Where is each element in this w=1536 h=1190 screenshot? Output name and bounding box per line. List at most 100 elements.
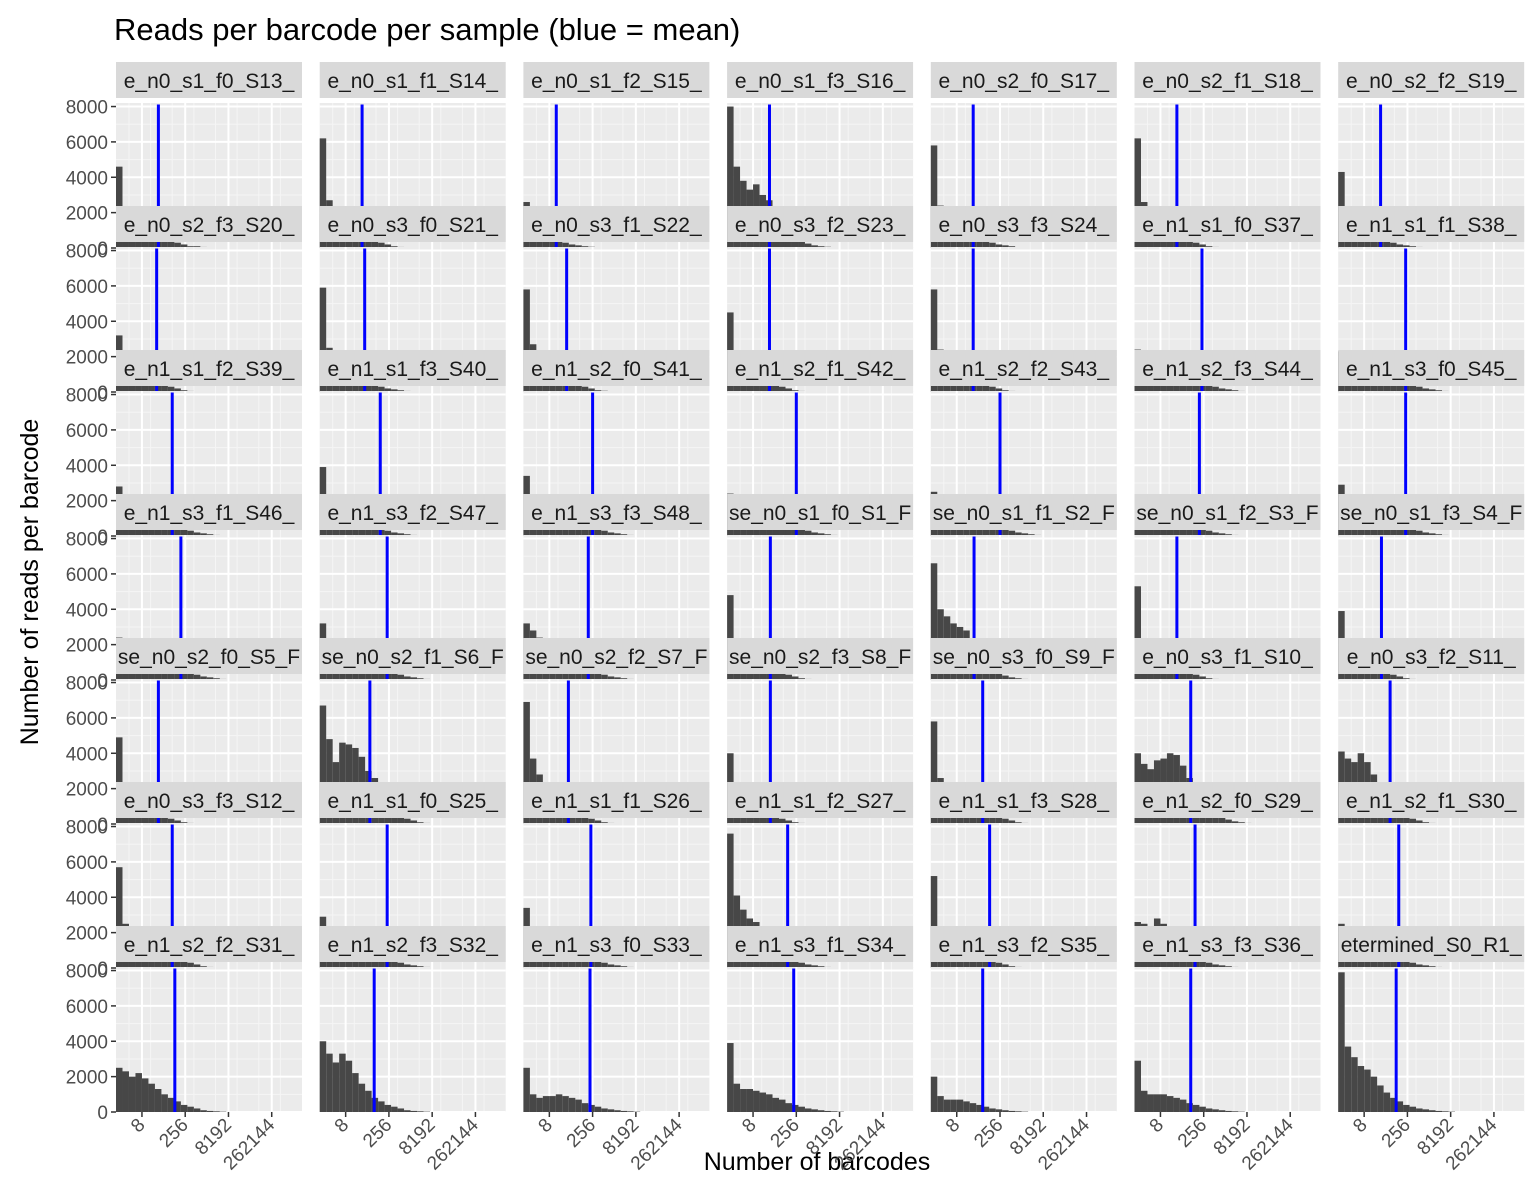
histogram-bar [1416,1108,1423,1112]
histogram-bar [1396,244,1404,248]
histogram-bar [410,1110,418,1112]
histogram-bar [1218,533,1226,536]
y-tick-label: 6000 [66,997,108,1018]
facet-strip [1134,206,1321,242]
histogram-bar [378,1101,385,1112]
histogram-bar [141,1078,149,1112]
histogram-bar [581,816,589,824]
histogram-bar [1160,1094,1167,1112]
histogram-bar [1212,386,1219,392]
histogram-bar [811,965,818,968]
histogram-bar [1199,676,1206,680]
histogram-bar [1199,960,1206,968]
facet-strip-label: e_n0_s1_f3_S16_ [735,70,906,93]
histogram-bar [982,239,990,248]
facet-strip [930,494,1117,530]
facet-strip [319,926,506,962]
histogram-bar [930,289,938,392]
chart-title: Reads per barcode per sample (blue = mea… [114,12,740,47]
histogram-bar [417,1111,424,1112]
histogram-bar [1435,1110,1443,1112]
histogram-bar [167,386,175,392]
facet-strip [523,350,710,386]
histogram-bar [116,867,123,968]
histogram-bar [1179,1099,1187,1112]
y-tick-label: 6000 [66,565,108,586]
histogram-bar [1416,530,1423,536]
histogram-bar [536,1097,543,1112]
histogram-bar [1134,1060,1141,1112]
histogram-bar [378,242,385,248]
histogram-bar [319,138,327,248]
facet-strip-label: e_n1_s3_f0_S45_ [1346,358,1517,381]
facet-strip-label: se_n0_s1_f1_S2_F [933,502,1115,525]
histogram-bar [1218,388,1226,392]
histogram-bar [943,1099,951,1112]
histogram-bar [1179,669,1187,680]
facet-panel-background [1134,967,1321,1112]
facet-strip-label: e_n0_s1_f2_S15_ [531,70,702,93]
histogram-bar [562,1096,569,1112]
histogram-bar [391,1106,398,1112]
histogram-bar [779,818,786,824]
facet-strip-label: e_n1_s2_f0_S29_ [1142,790,1313,813]
histogram-bar [378,386,385,392]
histogram-bar [727,595,734,680]
histogram-bar [811,532,818,536]
histogram-bar [1153,1094,1161,1112]
histogram-bar [128,1076,136,1112]
histogram-bar [187,962,194,968]
histogram-bar [772,815,780,824]
facet-strip-label: e_n1_s2_f2_S31_ [124,934,295,957]
histogram-bar [187,530,194,536]
histogram-bar [397,674,405,680]
histogram-bar [1218,816,1226,824]
histogram-bar [1429,533,1436,536]
histogram-bar [785,674,792,680]
facet-strip-label: e_n1_s2_f1_S30_ [1346,790,1517,813]
y-tick-label: 4000 [66,168,108,189]
histogram-bar [995,816,1003,824]
histogram-bar [135,1073,142,1112]
y-tick-label: 4000 [66,1032,108,1053]
histogram-bar [200,1110,207,1112]
histogram-bar [1422,965,1430,968]
y-tick-label: 0 [97,959,108,980]
histogram-bar [594,672,602,680]
facet-strip-label: e_n1_s3_f1_S34_ [735,934,906,957]
facet-strip [116,926,302,962]
histogram-bar [614,533,621,536]
histogram-bar [601,530,608,536]
histogram-bar [1225,1110,1232,1112]
histogram-bar [581,957,589,968]
histogram-bar [365,237,372,248]
histogram-bar [772,383,780,392]
histogram-bar [410,965,418,968]
y-tick-label: 2000 [66,780,108,801]
facet-strip [1338,62,1525,98]
histogram-bar [976,1104,983,1112]
histogram-bar [969,1103,977,1112]
facet-strip-label: e_n1_s2_f3_S44_ [1142,358,1313,381]
facet-strip-label: e_n0_s3_f1_S22_ [531,214,702,237]
y-tick-label: 8000 [66,530,108,551]
facet-strip-label: e_n1_s1_f1_S26_ [531,790,702,813]
y-tick-label: 8000 [66,386,108,407]
histogram-bar [1218,965,1226,968]
histogram-bar [798,528,805,536]
histogram-bar [555,1094,563,1112]
histogram-bar [804,530,812,536]
histogram-bar [384,244,392,248]
y-tick-label: 2000 [66,1068,108,1089]
histogram-bar [1416,820,1423,824]
histogram-bar [180,671,188,680]
facet-strip [116,494,302,530]
histogram-bar [397,1108,405,1112]
histogram-bar [804,243,812,248]
histogram-bar [397,962,405,968]
facet-strip [319,638,506,674]
histogram-bar [627,1111,634,1112]
histogram-bar [614,965,621,968]
histogram-bar [319,1041,327,1112]
histogram-bar [174,1101,181,1112]
